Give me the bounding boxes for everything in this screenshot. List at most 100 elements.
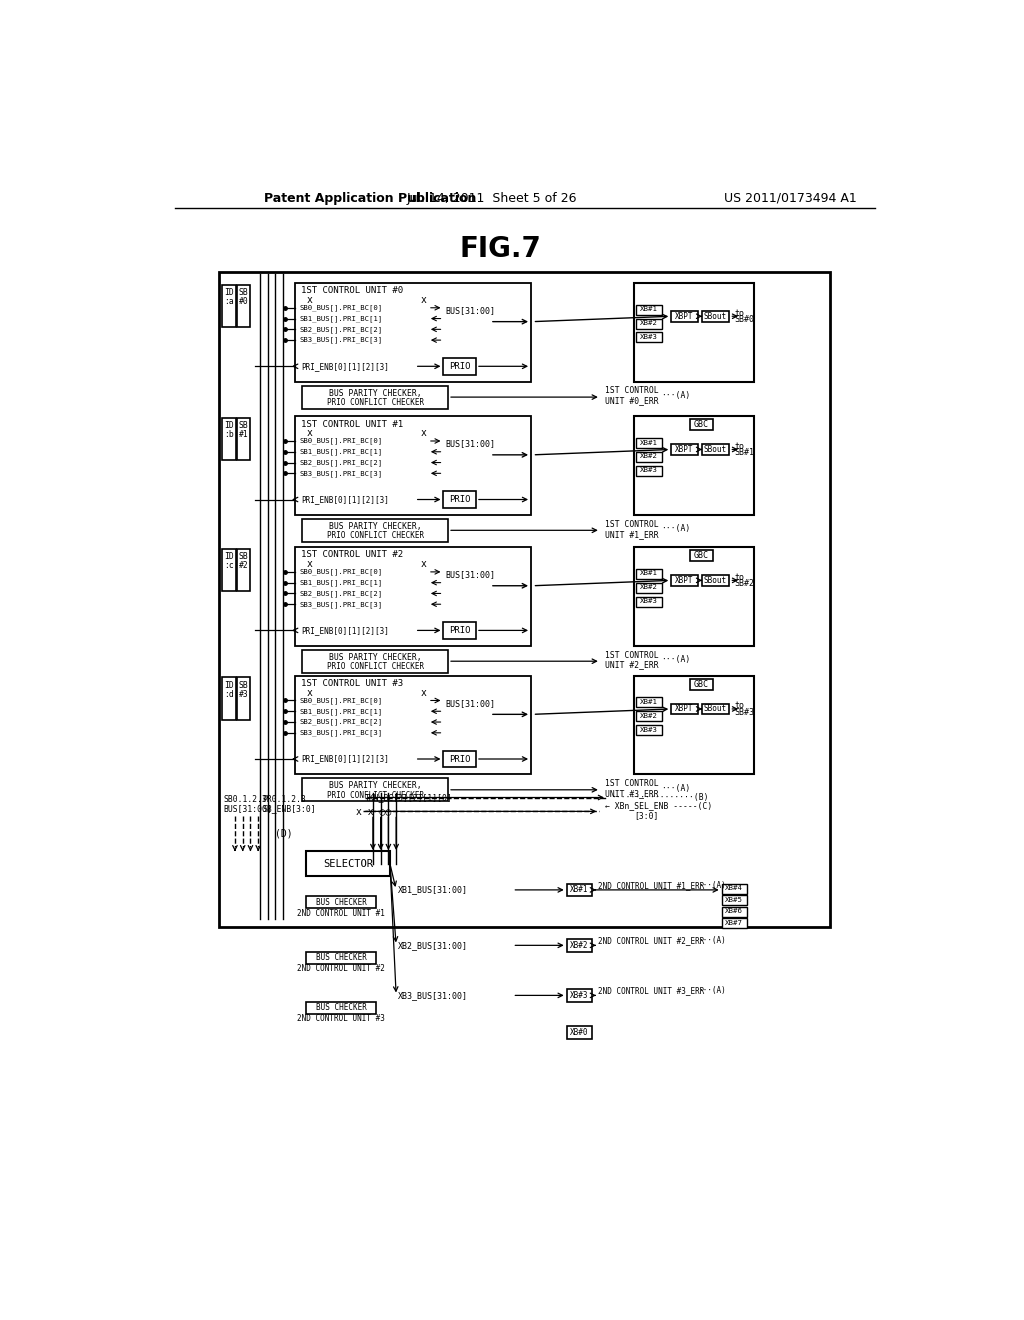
Text: 1ST CONTROL UNIT #0: 1ST CONTROL UNIT #0 xyxy=(301,286,403,296)
Text: XB#2: XB#2 xyxy=(640,321,657,326)
Text: BUS[31:00]: BUS[31:00] xyxy=(445,306,496,315)
Text: 2ND CONTROL UNIT #2: 2ND CONTROL UNIT #2 xyxy=(297,964,385,973)
Text: x: x xyxy=(306,296,312,305)
Text: FIG.7: FIG.7 xyxy=(459,235,541,263)
Text: ···(A): ···(A) xyxy=(698,936,726,945)
Text: XB#1: XB#1 xyxy=(640,700,657,705)
Text: SB: SB xyxy=(239,552,249,561)
Text: #3: #3 xyxy=(239,690,249,698)
Text: UNIT #3_ERR: UNIT #3_ERR xyxy=(604,789,658,799)
Text: x: x xyxy=(306,688,312,698)
Bar xyxy=(636,466,662,475)
Bar xyxy=(634,548,755,645)
Bar xyxy=(722,895,748,906)
Bar xyxy=(636,569,662,578)
Text: SB: SB xyxy=(239,421,249,430)
Text: BUS CHECKER: BUS CHECKER xyxy=(315,1003,367,1012)
Text: SBout: SBout xyxy=(703,445,727,454)
Text: XB#3: XB#3 xyxy=(640,598,657,605)
Bar xyxy=(237,549,251,591)
Text: SB0_BUS[].PRI_BC[0]: SB0_BUS[].PRI_BC[0] xyxy=(299,438,382,445)
Bar xyxy=(634,284,755,381)
Text: UNIT #2_ERR: UNIT #2_ERR xyxy=(604,660,658,669)
Bar xyxy=(690,550,713,561)
Text: PR0.1.2.3: PR0.1.2.3 xyxy=(262,795,306,804)
Text: SB1_BUS[].PRI_BC[1]: SB1_BUS[].PRI_BC[1] xyxy=(299,579,382,586)
Text: ID: ID xyxy=(224,552,233,561)
Bar xyxy=(636,451,662,462)
Text: SB1_BUS[].PRI_BC[1]: SB1_BUS[].PRI_BC[1] xyxy=(299,315,382,322)
Bar xyxy=(722,919,748,928)
Bar xyxy=(302,519,449,541)
Text: XB#2: XB#2 xyxy=(640,713,657,719)
Text: #1: #1 xyxy=(239,430,249,440)
Bar xyxy=(690,678,713,689)
Bar xyxy=(702,312,729,322)
Text: x: x xyxy=(420,688,426,698)
Text: #0: #0 xyxy=(239,297,249,306)
Text: x: x xyxy=(306,560,312,569)
Text: XB#1: XB#1 xyxy=(640,440,657,446)
Text: SB3_BUS[].PRI_BC[3]: SB3_BUS[].PRI_BC[3] xyxy=(299,470,382,477)
Bar xyxy=(636,318,662,329)
Text: SB#2: SB#2 xyxy=(735,579,755,587)
Text: PRI_ENB[0][1][2][3]: PRI_ENB[0][1][2][3] xyxy=(301,362,389,371)
Text: PRIO: PRIO xyxy=(449,495,470,504)
Text: 1ST CONTROL UNIT #1: 1ST CONTROL UNIT #1 xyxy=(301,420,403,429)
Text: XB#4: XB#4 xyxy=(725,886,743,891)
Bar xyxy=(222,285,236,327)
Text: XB#0: XB#0 xyxy=(569,1028,589,1036)
Text: 1ST CONTROL UNIT #3: 1ST CONTROL UNIT #3 xyxy=(301,678,403,688)
Bar xyxy=(295,284,531,381)
Text: TKN_BC[3][2][1][0]: TKN_BC[3][2][1][0] xyxy=(366,793,453,803)
Text: SB0_BUS[].PRI_BC[0]: SB0_BUS[].PRI_BC[0] xyxy=(299,697,382,704)
Text: XB2_BUS[31:00]: XB2_BUS[31:00] xyxy=(397,941,468,950)
Text: [3:0]: [3:0] xyxy=(634,812,658,821)
Text: SB0.1.2.3: SB0.1.2.3 xyxy=(223,795,267,804)
Bar xyxy=(722,907,748,917)
Text: x: x xyxy=(306,428,312,438)
Bar xyxy=(702,704,729,714)
Bar xyxy=(237,677,251,719)
Bar xyxy=(636,697,662,708)
Bar xyxy=(302,779,449,801)
Text: :b: :b xyxy=(224,430,233,440)
Bar xyxy=(302,649,449,673)
Text: x x ○○: x x ○○ xyxy=(356,807,391,816)
Bar xyxy=(636,438,662,447)
Text: ID: ID xyxy=(224,288,233,297)
Text: PRIO: PRIO xyxy=(449,626,470,635)
Text: US 2011/0173494 A1: US 2011/0173494 A1 xyxy=(724,191,857,205)
Text: 2ND CONTROL UNIT #2_ERR: 2ND CONTROL UNIT #2_ERR xyxy=(598,936,705,945)
Text: PRIO: PRIO xyxy=(449,755,470,763)
Bar xyxy=(306,952,376,964)
Bar xyxy=(306,851,390,876)
Text: SB0_BUS[].PRI_BC[0]: SB0_BUS[].PRI_BC[0] xyxy=(299,569,382,576)
Text: (D): (D) xyxy=(275,829,293,838)
Bar xyxy=(237,285,251,327)
Bar xyxy=(636,305,662,314)
Bar xyxy=(566,989,592,1002)
Text: XBPT: XBPT xyxy=(675,705,693,713)
Text: :d: :d xyxy=(224,690,233,698)
Text: SB2_BUS[].PRI_BC[2]: SB2_BUS[].PRI_BC[2] xyxy=(299,718,382,726)
Bar xyxy=(237,418,251,461)
Text: GBC: GBC xyxy=(694,680,709,689)
Bar xyxy=(443,491,476,508)
Text: SB1_BUS[].PRI_BC[1]: SB1_BUS[].PRI_BC[1] xyxy=(299,708,382,714)
Text: 1ST CONTROL: 1ST CONTROL xyxy=(604,520,658,528)
Bar xyxy=(443,622,476,639)
Bar xyxy=(222,418,236,461)
Text: SB2_BUS[].PRI_BC[2]: SB2_BUS[].PRI_BC[2] xyxy=(299,459,382,466)
Bar xyxy=(690,420,713,430)
Text: SBout: SBout xyxy=(703,705,727,713)
Bar xyxy=(566,940,592,952)
Bar xyxy=(634,676,755,775)
Text: :c: :c xyxy=(224,561,233,570)
Bar xyxy=(636,582,662,593)
Text: ···(A): ···(A) xyxy=(662,391,690,400)
Text: BUS[31:00]: BUS[31:00] xyxy=(445,440,496,449)
Text: to: to xyxy=(735,442,744,451)
Text: PRIO CONFLICT CHECKER: PRIO CONFLICT CHECKER xyxy=(327,791,424,800)
Text: 2ND CONTROL UNIT #3_ERR: 2ND CONTROL UNIT #3_ERR xyxy=(598,986,705,995)
